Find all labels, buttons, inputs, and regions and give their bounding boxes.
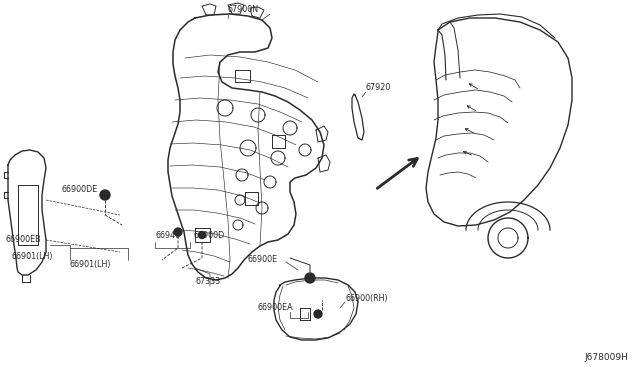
Polygon shape xyxy=(174,228,182,236)
Polygon shape xyxy=(100,190,110,200)
Polygon shape xyxy=(198,231,205,238)
Text: 66900(RH): 66900(RH) xyxy=(345,294,388,302)
Text: J678009H: J678009H xyxy=(584,353,628,362)
Text: 67333: 67333 xyxy=(196,278,221,286)
Text: 66901(LH): 66901(LH) xyxy=(12,251,54,260)
Text: 66901(LH): 66901(LH) xyxy=(70,260,111,269)
Text: 67900N: 67900N xyxy=(228,6,259,15)
Text: 66900D: 66900D xyxy=(193,231,224,241)
Text: 66900DE: 66900DE xyxy=(62,186,99,195)
Text: 66900EB: 66900EB xyxy=(5,235,40,244)
Polygon shape xyxy=(305,273,315,283)
Polygon shape xyxy=(314,310,322,318)
Text: 66900EA: 66900EA xyxy=(258,304,294,312)
Text: 67920: 67920 xyxy=(366,83,392,93)
Text: 66940: 66940 xyxy=(155,231,180,241)
Text: 66900E: 66900E xyxy=(248,256,278,264)
